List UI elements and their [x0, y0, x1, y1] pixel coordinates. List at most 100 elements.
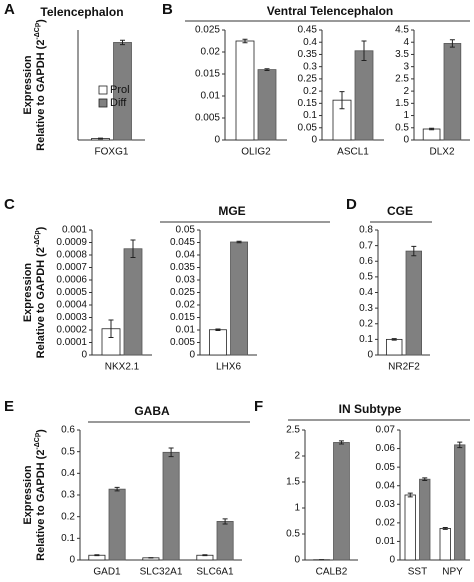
bar — [333, 442, 350, 561]
y-tick-label: 0.015 — [195, 69, 220, 80]
y-tick-label: 0.0001 — [56, 337, 87, 348]
x-tick-label: NR2F2 — [388, 362, 420, 373]
error-bar — [429, 127, 435, 131]
y-axis-label: Expression — [22, 465, 34, 525]
y-tick-label: 1.5 — [286, 477, 300, 488]
y-axis-label-sup: -ΔCp — [34, 23, 41, 40]
panel-title: MGE — [218, 204, 245, 218]
bar — [123, 248, 143, 356]
error-bar — [457, 441, 463, 449]
y-tick-label: 0.03 — [176, 275, 196, 286]
panel-title: Telencephalon — [40, 5, 123, 19]
bar — [208, 329, 227, 356]
legend-swatch — [98, 98, 108, 108]
y-axis-label-sup: -ΔCp — [34, 230, 41, 247]
y-tick-label: 2 — [403, 86, 409, 97]
y-tick-label: 0.15 — [298, 98, 318, 109]
x-tick-label: NKX2.1 — [105, 362, 140, 373]
y-tick-label: 0 — [311, 135, 317, 146]
y-tick-label: 0.07 — [376, 425, 396, 436]
panel-letter: A — [4, 1, 15, 18]
x-tick-label: GAD1 — [93, 567, 121, 578]
error-bar — [442, 527, 448, 530]
bar — [385, 338, 403, 356]
y-tick-label: 0 — [69, 555, 75, 566]
y-tick-label: 4.5 — [395, 25, 409, 36]
error-bar — [236, 240, 242, 244]
y-axis-label: Relative to GAPDH (2-ΔCp) — [34, 429, 47, 561]
y-tick-label: 0 — [403, 135, 409, 146]
y-tick-label: 0.6 — [359, 256, 373, 267]
y-tick-label: 3 — [403, 61, 409, 72]
y-tick-label: 0.0006 — [56, 275, 87, 286]
y-tick-label: 0.005 — [170, 337, 195, 348]
x-tick-label: SST — [408, 567, 427, 578]
y-tick-label: 3.5 — [395, 49, 409, 60]
bar — [422, 128, 441, 141]
y-tick-label: 0.01 — [176, 325, 196, 336]
y-tick-label: 0.7 — [359, 240, 373, 251]
y-tick-label: 0 — [189, 350, 195, 361]
panel-title: Ventral Telencephalon — [267, 4, 393, 18]
y-axis-label-part: ) — [35, 226, 47, 230]
y-tick-label: 0 — [389, 555, 395, 566]
y-tick-label: 0 — [81, 350, 87, 361]
bar — [439, 528, 451, 561]
y-tick-label: 0.025 — [170, 287, 195, 298]
y-axis-label-part: ) — [35, 429, 47, 433]
error-bar — [361, 40, 367, 62]
panel-title: IN Subtype — [339, 402, 402, 416]
y-tick-label: 0.02 — [176, 300, 196, 311]
bar — [419, 478, 431, 561]
y-axis-label-sup: -ΔCp — [34, 433, 41, 450]
y-tick-label: 0 — [214, 135, 220, 146]
y-tick-label: 0.05 — [376, 462, 396, 473]
bar — [216, 521, 234, 561]
bar — [235, 40, 255, 141]
error-bar — [411, 245, 417, 257]
y-axis-label-part: Relative to GAPDH (2 — [35, 40, 47, 151]
error-bar — [407, 492, 413, 498]
y-tick-label: 1 — [294, 503, 300, 514]
y-tick-label: 0.2 — [61, 511, 75, 522]
y-tick-label: 1 — [403, 110, 409, 121]
error-bar — [120, 39, 125, 46]
y-tick-label: 0.015 — [170, 312, 195, 323]
panel-title: GABA — [134, 404, 170, 418]
bar — [230, 241, 249, 356]
panel-title: CGE — [387, 204, 413, 218]
y-tick-label: 0.0002 — [56, 325, 87, 336]
x-tick-label: LHX6 — [216, 362, 241, 373]
error-bar — [449, 39, 455, 48]
error-bar — [391, 338, 397, 341]
y-tick-label: 0.3 — [359, 303, 373, 314]
y-tick-label: 0.01 — [376, 536, 396, 547]
y-tick-label: 0.5 — [395, 122, 409, 133]
y-tick-label: 0.1 — [359, 334, 373, 345]
y-tick-label: 1.5 — [395, 98, 409, 109]
y-tick-label: 0.1 — [61, 533, 75, 544]
y-tick-label: 2.5 — [395, 74, 409, 85]
y-tick-label: 0.005 — [195, 113, 220, 124]
x-tick-label: FOXG1 — [95, 147, 129, 158]
bar — [454, 444, 466, 561]
y-tick-label: 0.0008 — [56, 250, 87, 261]
y-tick-label: 0.05 — [298, 122, 318, 133]
panel-letter: F — [254, 398, 263, 415]
y-tick-label: 0.001 — [62, 225, 87, 236]
error-bar — [215, 328, 221, 331]
y-tick-label: 0.4 — [303, 37, 317, 48]
panel-letter: C — [4, 196, 15, 213]
error-bar — [264, 68, 270, 71]
y-tick-label: 0.01 — [201, 91, 221, 102]
x-tick-label: SLC6A1 — [196, 567, 234, 578]
y-tick-label: 0.0007 — [56, 262, 87, 273]
x-tick-label: OLIG2 — [241, 147, 271, 158]
y-tick-label: 0.1 — [303, 110, 317, 121]
x-tick-label: ASCL1 — [337, 147, 369, 158]
bar — [405, 250, 423, 356]
legend-swatch — [98, 85, 108, 95]
y-tick-label: 0.035 — [170, 262, 195, 273]
y-tick-label: 0.35 — [298, 49, 318, 60]
